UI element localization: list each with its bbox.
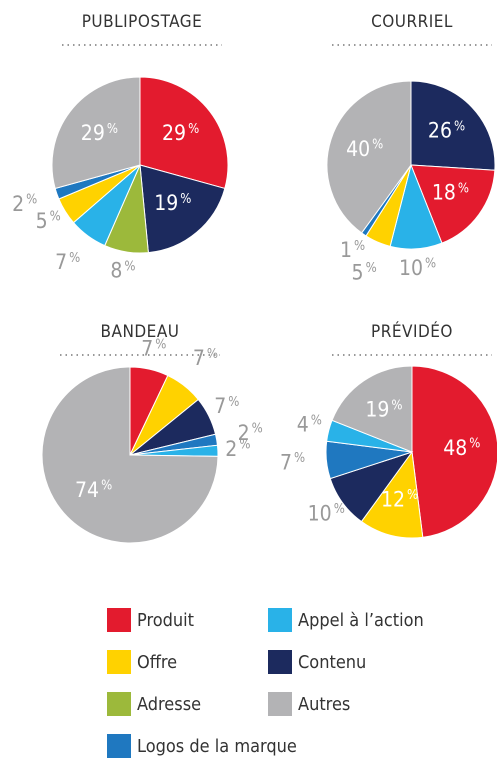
legend-label: Autres xyxy=(298,694,350,715)
pie-title: BANDEAU xyxy=(101,322,180,342)
value-label: 7% xyxy=(280,450,305,474)
value-label: 40% xyxy=(346,137,383,161)
legend-swatch xyxy=(268,650,292,674)
pie-slice xyxy=(331,365,413,453)
value-label: 2% xyxy=(12,192,37,216)
pie-slice xyxy=(41,366,219,544)
value-label: 2% xyxy=(238,421,263,445)
value-label: 18% xyxy=(432,181,469,205)
legend-swatch xyxy=(107,608,131,632)
pie-slice xyxy=(51,76,141,190)
value-label: 12% xyxy=(381,487,418,511)
value-label: 26% xyxy=(428,119,465,143)
legend-label: Logos de la marque xyxy=(137,736,297,757)
pie-title: COURRIEL xyxy=(371,12,453,32)
value-label: 19% xyxy=(154,191,191,215)
value-label: 2% xyxy=(225,437,250,461)
legend-label: Adresse xyxy=(137,694,201,715)
pie-slice xyxy=(139,164,226,254)
value-label: 29% xyxy=(81,121,118,145)
legend-swatch xyxy=(268,692,292,716)
legend-label: Produit xyxy=(137,610,194,631)
value-label: 1% xyxy=(340,238,365,262)
value-label: 48% xyxy=(443,436,480,460)
value-label: 5% xyxy=(36,209,61,233)
legend-label: Offre xyxy=(137,652,177,673)
pie-slice xyxy=(360,450,424,539)
legend-label: Contenu xyxy=(298,652,366,673)
legend-swatch xyxy=(107,692,131,716)
value-label: 29% xyxy=(162,121,199,145)
pie-slice xyxy=(139,76,229,190)
pie-slice xyxy=(410,164,496,244)
legend-swatch xyxy=(268,608,292,632)
value-label: 4% xyxy=(297,413,322,437)
legend-swatch xyxy=(107,650,131,674)
value-label: 7% xyxy=(141,337,166,361)
value-label: 5% xyxy=(352,260,377,284)
value-label: 10% xyxy=(308,501,345,525)
pie-slice xyxy=(411,365,497,538)
value-label: 7% xyxy=(55,250,80,274)
value-label: 74% xyxy=(75,478,112,502)
value-label: 7% xyxy=(193,346,218,370)
pie-title: PUBLIPOSTAGE xyxy=(82,12,203,32)
pie-title: PRÉVIDÉO xyxy=(371,320,453,342)
legend-label: Appel à l’action xyxy=(298,610,424,631)
value-label: 8% xyxy=(110,259,135,283)
pie-slice xyxy=(410,80,496,171)
legend-swatch xyxy=(107,734,131,758)
value-label: 19% xyxy=(365,398,402,422)
value-label: 10% xyxy=(399,256,436,280)
value-label: 7% xyxy=(214,394,239,418)
pie-slice xyxy=(326,80,412,234)
